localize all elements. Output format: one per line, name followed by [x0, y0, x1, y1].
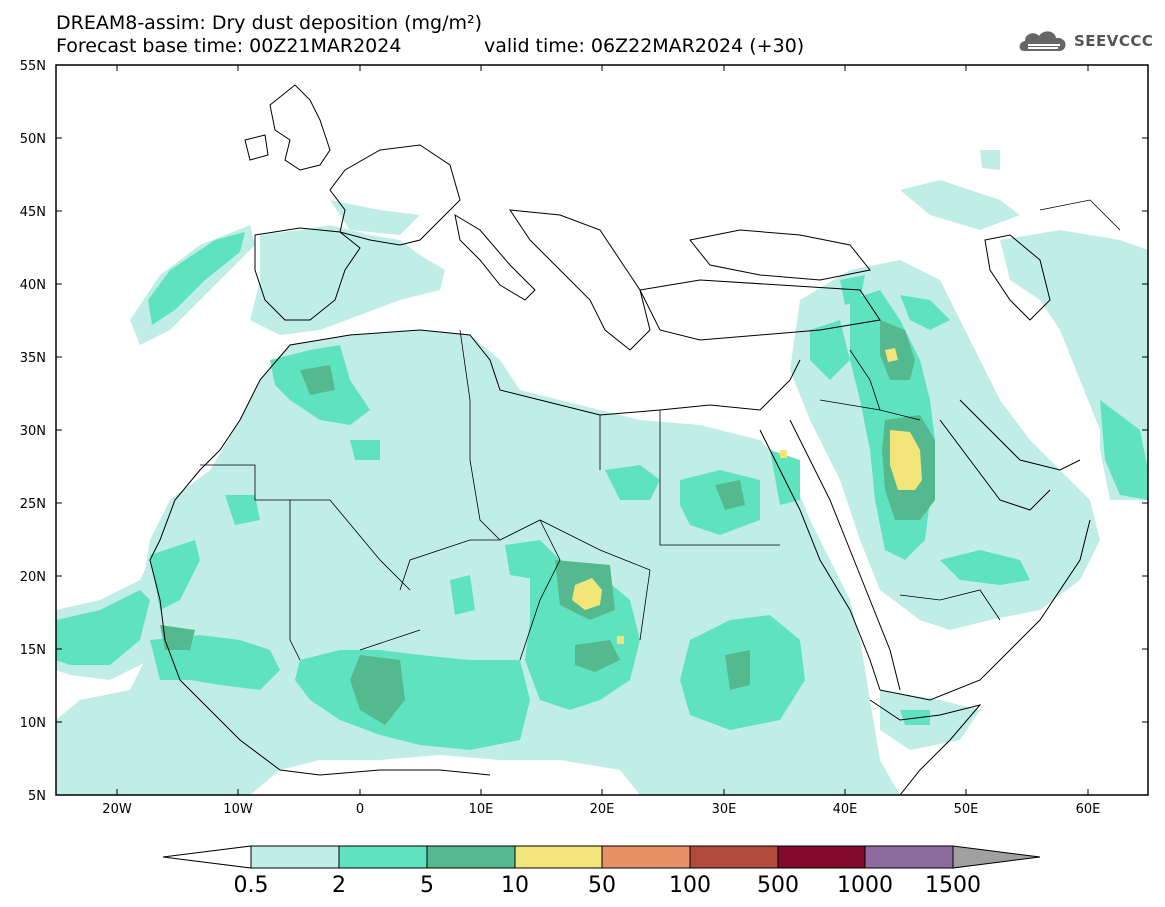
- lat-label: 20N: [20, 570, 46, 585]
- legend-label: 1000: [837, 873, 893, 898]
- cloud-logo-icon: [1019, 31, 1066, 51]
- legend-swatch: [601, 845, 691, 869]
- logo-text: SEEVCCC: [1074, 32, 1154, 50]
- field-10-50: [572, 348, 922, 644]
- legend-label: 0.5: [234, 873, 269, 898]
- country-borders: [200, 199, 1121, 661]
- lat-label: 45N: [20, 205, 46, 220]
- map-frame: [55, 64, 1149, 796]
- lat-label: 55N: [20, 59, 46, 74]
- lon-label: 20W: [102, 802, 132, 817]
- map-title: DREAM8-assim: Dry dust deposition (mg/m²…: [56, 12, 483, 34]
- valid-time: valid time: 06Z22MAR2024 (+30): [484, 35, 805, 57]
- lat-label: 50N: [20, 132, 46, 147]
- legend-label: 5: [420, 873, 434, 898]
- coastlines: [149, 84, 1091, 795]
- legend-swatch: [426, 845, 516, 869]
- legend-labels: 0.5 2 5 10 50 100 500 1000 1500: [234, 873, 982, 898]
- lon-label: 10E: [469, 802, 494, 817]
- seevccc-logo: SEEVCCC: [1018, 26, 1153, 56]
- lon-label: 30E: [712, 802, 737, 817]
- legend-label: 1500: [925, 873, 981, 898]
- legend-swatch: [689, 845, 779, 869]
- legend-swatch: [514, 845, 603, 869]
- lat-labels: 55N 50N 45N 40N 35N 30N 25N 20N 15N 10N …: [20, 59, 46, 804]
- legend-label: 100: [669, 873, 711, 898]
- legend-swatch-below: [162, 845, 252, 869]
- legend-swatch: [338, 845, 428, 869]
- lat-label: 25N: [20, 497, 46, 512]
- color-legend: [162, 845, 1041, 869]
- legend-label: 50: [588, 873, 616, 898]
- lat-label: 15N: [20, 643, 46, 658]
- lon-label: 40E: [833, 802, 858, 817]
- lat-label: 5N: [28, 789, 46, 804]
- legend-label: 500: [757, 873, 799, 898]
- legend-label: 10: [501, 873, 529, 898]
- forecast-base-time: Forecast base time: 00Z21MAR2024: [56, 35, 402, 57]
- legend-swatch-above: [952, 845, 1041, 869]
- legend-swatch: [777, 845, 866, 869]
- lon-label: 20E: [590, 802, 615, 817]
- lat-label: 30N: [20, 424, 46, 439]
- legend-swatch: [250, 845, 340, 869]
- lon-label: 60E: [1076, 802, 1101, 817]
- lon-labels: 20W 10W 0 10E 20E 30E 40E 50E 60E: [102, 802, 1100, 817]
- legend-swatch: [864, 845, 954, 869]
- lon-label: 10W: [223, 802, 253, 817]
- legend-label: 2: [332, 873, 346, 898]
- lat-label: 35N: [20, 351, 46, 366]
- lat-label: 40N: [20, 278, 46, 293]
- lat-label: 10N: [20, 716, 46, 731]
- lon-label: 50E: [954, 802, 979, 817]
- lon-label: 0: [356, 802, 364, 817]
- deposition-fields: [56, 150, 1148, 795]
